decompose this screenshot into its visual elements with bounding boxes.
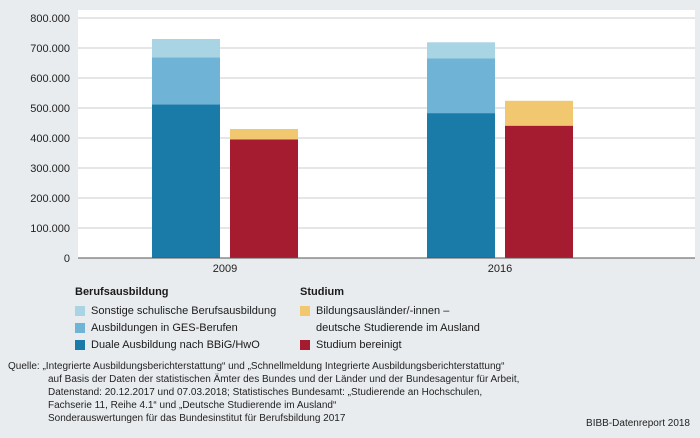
source-line: auf Basis der Daten der statistischen Äm…: [48, 374, 520, 385]
legend-swatch-ges: [75, 323, 85, 333]
legend-item: Duale Ausbildung nach BBiG/HwO: [75, 337, 305, 354]
legend-item: Sonstige schulische Berufsausbildung: [75, 303, 305, 320]
legend-label-multiline: Bildungsausländer/-innen – deutsche Stud…: [316, 303, 480, 337]
bar-segment-2009-ausbildungen-in-ges-berufen: [152, 57, 220, 105]
y-tick-label: 100.000: [30, 223, 70, 235]
bar-segment-2009-studium-bereinigt: [230, 139, 298, 258]
legend-title-studium: Studium: [300, 286, 344, 298]
y-tick-label: 600.000: [30, 73, 70, 85]
source-note: Quelle: „Integrierte Ausbildungsberichte…: [8, 360, 568, 425]
legend-label: Ausbildungen in GES-Berufen: [91, 322, 238, 334]
y-tick-label: 500.000: [30, 103, 70, 115]
x-category-label: 2016: [488, 263, 512, 275]
legend-studium: Studium Bildungsausländer/-innen – deuts…: [300, 284, 540, 354]
source-line: Sonderauswertungen für das Bundesinstitu…: [48, 413, 346, 424]
credit-label: BIBB-Datenreport 2018: [586, 418, 690, 429]
legend-label: Sonstige schulische Berufsausbildung: [91, 305, 277, 317]
legend-berufsausbildung: Berufsausbildung Sonstige schulische Ber…: [75, 284, 305, 354]
bar-segment-2016-ausbildungen-in-ges-berufen: [427, 58, 495, 114]
bar-segment-2009-sonstige-schulische-berufsausbildung: [152, 39, 220, 58]
bar-segment-2016-duale-ausbildung-nach-bbig-hwo: [427, 113, 495, 258]
source-line: Datenstand: 20.12.2017 und 07.03.2018; S…: [48, 387, 483, 398]
legend-item: Ausbildungen in GES-Berufen: [75, 320, 305, 337]
y-tick-label: 300.000: [30, 163, 70, 175]
legend-item: Bildungsausländer/-innen – deutsche Stud…: [300, 303, 540, 337]
bar-segment-2016-sonstige-schulische-berufsausbildung: [427, 42, 495, 59]
source-line: Fachserie 11, Reihe 4.1“ und „Deutsche S…: [48, 400, 337, 411]
legend-swatch-duale: [75, 340, 85, 350]
legend-swatch-studium-bereinigt: [300, 340, 310, 350]
y-tick-label: 700.000: [30, 43, 70, 55]
bar-segment-2009-duale-ausbildung-nach-bbig-hwo: [152, 104, 220, 259]
stacked-bar-chart: 0 100.000 200.000 300.000 400.000 500.000 600.…: [30, 10, 695, 275]
y-tick-label: 0: [64, 253, 70, 265]
legend-label: Studium bereinigt: [316, 339, 402, 351]
legend-label-line: Bildungsausländer/-innen –: [316, 305, 450, 317]
bar-segment-2016-bildungsausl-nder-innen-deutsche-studierende-im-ausland: [505, 100, 573, 126]
y-tick-label: 200.000: [30, 193, 70, 205]
bar-segment-2016-studium-bereinigt: [505, 125, 573, 258]
legend-label-line: deutsche Studierende im Ausland: [316, 322, 480, 334]
y-tick-label: 400.000: [30, 133, 70, 145]
x-category-label: 2009: [213, 263, 237, 275]
legend-title-berufsausbildung: Berufsausbildung: [75, 286, 169, 298]
y-tick-label: 800.000: [30, 13, 70, 25]
legend-label: Duale Ausbildung nach BBiG/HwO: [91, 339, 260, 351]
source-line: Quelle: „Integrierte Ausbildungsberichte…: [8, 361, 505, 372]
legend-swatch-bildungsauslaender: [300, 306, 310, 316]
legend-item: Studium bereinigt: [300, 337, 540, 354]
bar-segment-2009-bildungsausl-nder-innen-deutsche-studierende-im-ausland: [230, 129, 298, 140]
legend-swatch-sonstige: [75, 306, 85, 316]
